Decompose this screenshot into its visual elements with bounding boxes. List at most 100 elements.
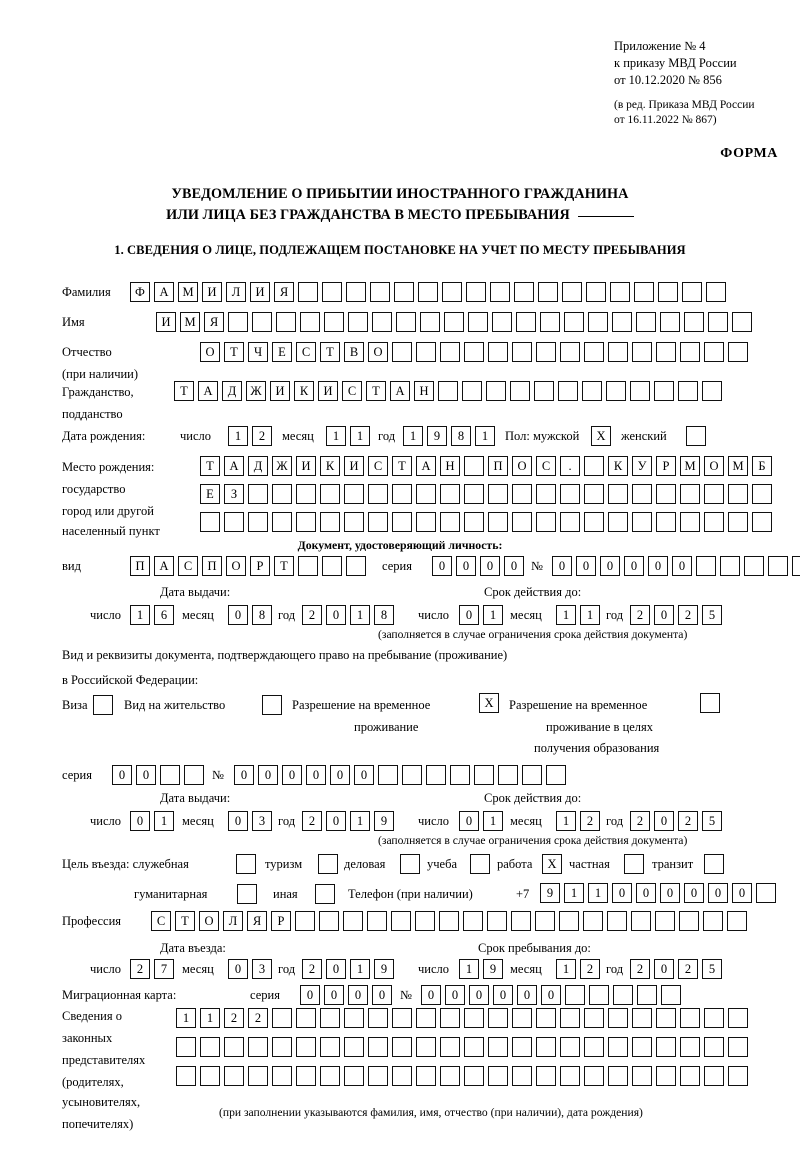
char-cell[interactable]: [536, 512, 556, 532]
char-cell[interactable]: [440, 1037, 460, 1057]
char-cell[interactable]: П: [488, 456, 508, 476]
char-cell[interactable]: [488, 1037, 508, 1057]
char-cell[interactable]: 0: [480, 556, 500, 576]
char-cell[interactable]: [200, 512, 220, 532]
char-cell[interactable]: [200, 1037, 220, 1057]
char-cell[interactable]: [346, 556, 366, 576]
char-cell[interactable]: С: [178, 556, 198, 576]
char-cell[interactable]: П: [202, 556, 222, 576]
char-cell[interactable]: [367, 911, 387, 931]
char-cell[interactable]: 0: [654, 811, 674, 831]
char-cell[interactable]: [378, 765, 398, 785]
char-cell[interactable]: [536, 1008, 556, 1028]
char-cell[interactable]: [498, 765, 518, 785]
char-cell[interactable]: [160, 765, 180, 785]
char-cell[interactable]: 2: [224, 1008, 244, 1028]
char-cell[interactable]: Е: [200, 484, 220, 504]
char-cell[interactable]: [370, 282, 390, 302]
char-cell[interactable]: 9: [374, 811, 394, 831]
char-cell[interactable]: 0: [136, 765, 156, 785]
char-cell[interactable]: А: [154, 556, 174, 576]
char-cell[interactable]: 3: [252, 959, 272, 979]
char-cell[interactable]: 0: [326, 959, 346, 979]
char-cell[interactable]: [319, 911, 339, 931]
char-cell[interactable]: [444, 312, 464, 332]
char-cell[interactable]: [272, 1037, 292, 1057]
char-cell[interactable]: [420, 312, 440, 332]
char-cell[interactable]: [536, 484, 556, 504]
char-cell[interactable]: [538, 282, 558, 302]
char-cell[interactable]: [396, 312, 416, 332]
char-cell[interactable]: [252, 312, 272, 332]
sex-male-checkbox[interactable]: X: [591, 426, 611, 446]
char-cell[interactable]: 8: [252, 605, 272, 625]
char-cell[interactable]: [744, 556, 764, 576]
char-cell[interactable]: 1: [326, 426, 346, 446]
char-cell[interactable]: Н: [414, 381, 434, 401]
char-cell[interactable]: [248, 484, 268, 504]
char-cell[interactable]: 1: [556, 811, 576, 831]
char-cell[interactable]: [752, 512, 772, 532]
representatives-row-2-cells[interactable]: [176, 1037, 748, 1057]
char-cell[interactable]: 0: [612, 883, 632, 903]
char-cell[interactable]: [704, 484, 724, 504]
char-cell[interactable]: [402, 765, 422, 785]
char-cell[interactable]: [394, 282, 414, 302]
char-cell[interactable]: [450, 765, 470, 785]
char-cell[interactable]: [296, 1008, 316, 1028]
char-cell[interactable]: [368, 1008, 388, 1028]
char-cell[interactable]: [176, 1037, 196, 1057]
char-cell[interactable]: 2: [130, 959, 150, 979]
purpose-business-checkbox[interactable]: [400, 854, 420, 874]
char-cell[interactable]: С: [342, 381, 362, 401]
char-cell[interactable]: [756, 883, 776, 903]
char-cell[interactable]: [320, 1008, 340, 1028]
char-cell[interactable]: [392, 342, 412, 362]
char-cell[interactable]: [298, 282, 318, 302]
char-cell[interactable]: [613, 985, 633, 1005]
char-cell[interactable]: [418, 282, 438, 302]
char-cell[interactable]: 2: [580, 811, 600, 831]
char-cell[interactable]: [632, 484, 652, 504]
char-cell[interactable]: [534, 381, 554, 401]
char-cell[interactable]: [324, 312, 344, 332]
char-cell[interactable]: [272, 512, 292, 532]
char-cell[interactable]: [416, 1037, 436, 1057]
char-cell[interactable]: [584, 512, 604, 532]
char-cell[interactable]: [680, 342, 700, 362]
char-cell[interactable]: [632, 1037, 652, 1057]
char-cell[interactable]: 2: [252, 426, 272, 446]
char-cell[interactable]: [656, 512, 676, 532]
char-cell[interactable]: 1: [475, 426, 495, 446]
char-cell[interactable]: Я: [274, 282, 294, 302]
char-cell[interactable]: [558, 381, 578, 401]
char-cell[interactable]: [344, 1066, 364, 1086]
char-cell[interactable]: 0: [228, 605, 248, 625]
char-cell[interactable]: [343, 911, 363, 931]
char-cell[interactable]: 0: [459, 605, 479, 625]
char-cell[interactable]: И: [296, 456, 316, 476]
char-cell[interactable]: [560, 484, 580, 504]
char-cell[interactable]: А: [390, 381, 410, 401]
char-cell[interactable]: [560, 1066, 580, 1086]
char-cell[interactable]: О: [226, 556, 246, 576]
char-cell[interactable]: Т: [274, 556, 294, 576]
char-cell[interactable]: [588, 312, 608, 332]
char-cell[interactable]: [464, 512, 484, 532]
char-cell[interactable]: [442, 282, 462, 302]
char-cell[interactable]: [608, 484, 628, 504]
char-cell[interactable]: [463, 911, 483, 931]
char-cell[interactable]: М: [178, 282, 198, 302]
char-cell[interactable]: Т: [175, 911, 195, 931]
char-cell[interactable]: [560, 1008, 580, 1028]
char-cell[interactable]: И: [318, 381, 338, 401]
char-cell[interactable]: О: [200, 342, 220, 362]
purpose-tourism-checkbox[interactable]: [318, 854, 338, 874]
char-cell[interactable]: [490, 282, 510, 302]
